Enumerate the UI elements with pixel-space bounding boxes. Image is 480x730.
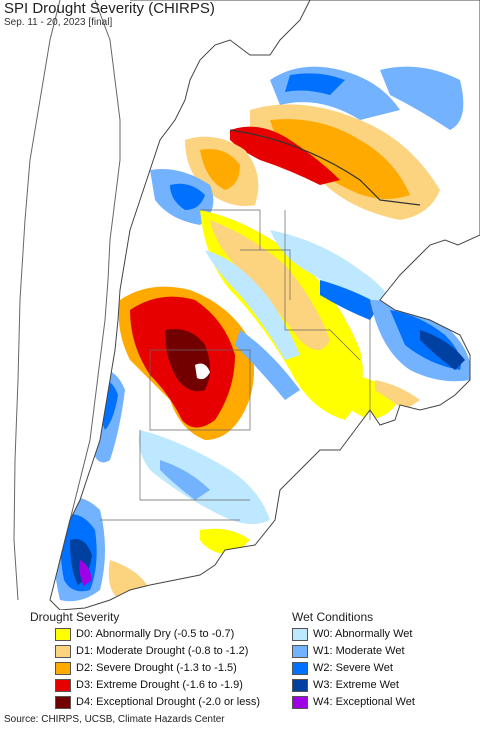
map-subtitle: Sep. 11 - 20, 2023 [final] <box>4 17 113 28</box>
legend-label-w0: W0: Abnormally Wet <box>313 628 413 640</box>
legend-swatch-d1 <box>55 644 71 658</box>
wet-legend-title: Wet Conditions <box>292 610 374 624</box>
legend-item-w3: W3: Extreme Wet <box>292 677 399 693</box>
drought-legend-title: Drought Severity <box>30 610 120 624</box>
legend-label-d0: D0: Abnormally Dry (-0.5 to -0.7) <box>76 628 235 640</box>
legend-label-d4: D4: Exceptional Drought (-2.0 or less) <box>76 696 261 708</box>
legend-swatch-d0 <box>55 627 71 641</box>
legend-item-w2: W2: Severe Wet <box>292 660 393 676</box>
legend-item-d2: D2: Severe Drought (-1.3 to -1.5) <box>55 660 237 676</box>
legend-swatch-w0 <box>292 627 308 641</box>
legend-item-d4: D4: Exceptional Drought (-2.0 or less) <box>55 694 260 710</box>
legend-label-d2: D2: Severe Drought (-1.3 to -1.5) <box>76 662 237 674</box>
legend-item-w0: W0: Abnormally Wet <box>292 626 412 642</box>
legend-label-d1: D1: Moderate Drought (-0.8 to -1.2) <box>76 645 249 657</box>
legend-swatch-d3 <box>55 678 71 692</box>
legend-label-w1: W1: Moderate Wet <box>313 645 405 657</box>
legend-item-d0: D0: Abnormally Dry (-0.5 to -0.7) <box>55 626 234 642</box>
legend-label-w4: W4: Exceptional Wet <box>313 696 415 708</box>
legend-swatch-w1 <box>292 644 308 658</box>
drought-map <box>13 0 480 610</box>
legend-swatch-w2 <box>292 661 308 675</box>
map-title: SPI Drought Severity (CHIRPS) <box>4 0 215 17</box>
legend-swatch-d2 <box>55 661 71 675</box>
legend-label-w3: W3: Extreme Wet <box>313 679 399 691</box>
legend-swatch-w3 <box>292 678 308 692</box>
legend-item-d3: D3: Extreme Drought (-1.6 to -1.9) <box>55 677 243 693</box>
legend-item-w1: W1: Moderate Wet <box>292 643 405 659</box>
legend-label-w2: W2: Severe Wet <box>313 662 393 674</box>
source-credit: Source: CHIRPS, UCSB, Climate Hazards Ce… <box>4 714 225 725</box>
legend-item-d1: D1: Moderate Drought (-0.8 to -1.2) <box>55 643 248 659</box>
legend-swatch-w4 <box>292 695 308 709</box>
legend-swatch-d4 <box>55 695 71 709</box>
legend-item-w4: W4: Exceptional Wet <box>292 694 415 710</box>
legend-label-d3: D3: Extreme Drought (-1.6 to -1.9) <box>76 679 243 691</box>
